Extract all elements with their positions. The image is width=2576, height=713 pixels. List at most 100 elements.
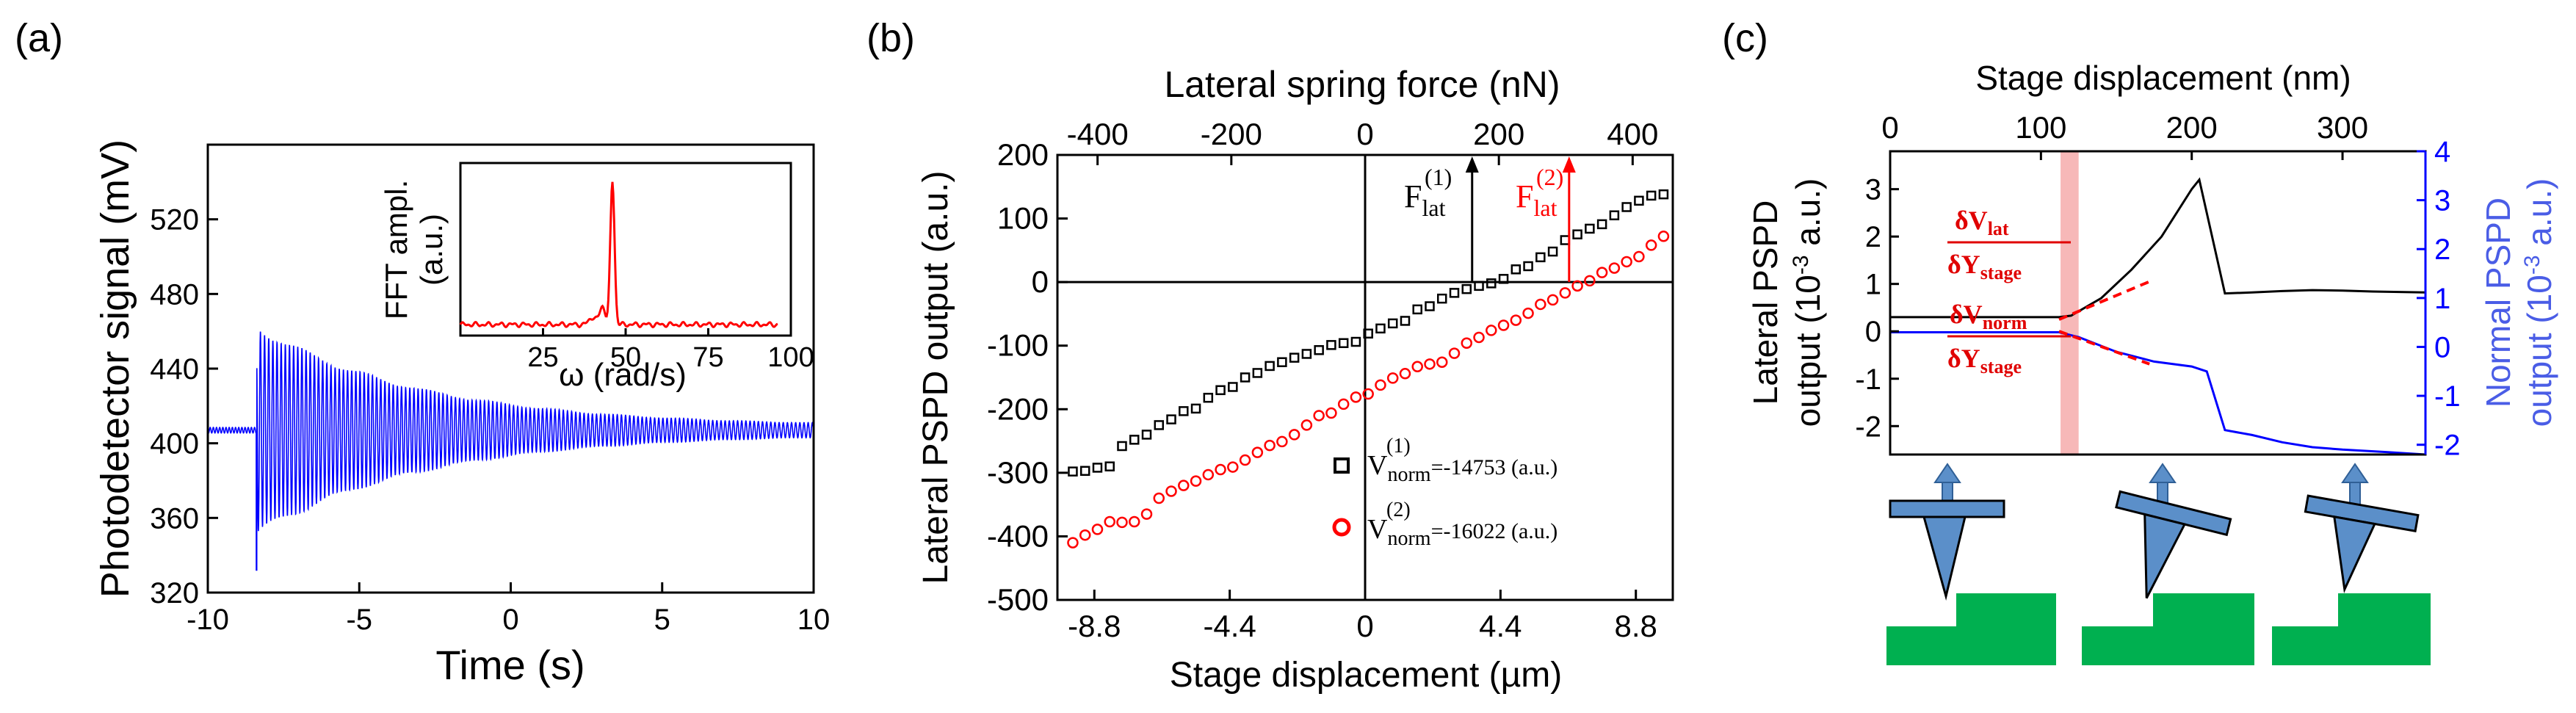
b-point-series-1 — [1314, 345, 1324, 355]
b-point-series-2 — [1202, 468, 1215, 481]
normal-signal-line — [1890, 331, 2426, 456]
b-point-series-1 — [1634, 195, 1644, 206]
b-point-series-1 — [1338, 338, 1349, 349]
b-point-series-1 — [1658, 189, 1669, 200]
b-point-series-2 — [1386, 372, 1399, 384]
b-point-series-1 — [1203, 392, 1214, 403]
sample-step-3 — [2272, 593, 2431, 665]
panel-b-label: (b) — [866, 16, 915, 60]
b-y-tick-label: -500 — [987, 582, 1049, 617]
a-x-tick-label: 5 — [654, 604, 670, 636]
b-point-series-1 — [1363, 328, 1373, 339]
b-point-series-2 — [1300, 419, 1313, 431]
b-point-series-2 — [1190, 475, 1202, 487]
b-point-series-2 — [1288, 429, 1300, 441]
b-y-tick-label: -100 — [987, 328, 1049, 363]
b-point-series-2 — [1165, 485, 1177, 497]
b-y-tick-label: 0 — [1032, 264, 1049, 299]
b-point-series-2 — [1350, 391, 1362, 403]
b-point-series-2 — [1313, 410, 1325, 421]
b-point-series-1 — [1265, 361, 1275, 372]
cantilever-3 — [2304, 494, 2420, 593]
svg-text:δVlat: δVlat — [1955, 206, 2009, 239]
b-point-series-1 — [1326, 340, 1336, 350]
fft-amplitude-line — [459, 181, 778, 329]
a-y-tick-label: 360 — [150, 502, 199, 535]
b-point-series-1 — [1079, 466, 1090, 477]
b-point-series-2 — [1633, 250, 1645, 263]
c-y2-tick-label: 3 — [2434, 185, 2450, 217]
a-x-tick-label: 0 — [502, 604, 518, 636]
b-y-tick-label: -200 — [987, 391, 1049, 426]
b-point-series-1 — [1510, 264, 1522, 275]
a-x-tick-label: 10 — [797, 604, 831, 636]
b-point-series-1 — [1523, 261, 1533, 272]
c-y-axis-label-line2: output (10-3 a.u.) — [1789, 178, 1827, 427]
b-y-tick-label: -300 — [987, 455, 1049, 490]
b-point-series-2 — [1153, 492, 1165, 504]
cantilever-2 — [2115, 490, 2232, 599]
b-point-series-1 — [1437, 293, 1447, 304]
b-point-series-1 — [1141, 430, 1152, 440]
a-y-tick-label: 320 — [150, 577, 199, 609]
panel-a-label: (a) — [15, 16, 63, 60]
b-point-series-1 — [1350, 336, 1361, 347]
b-point-series-2 — [1276, 435, 1288, 448]
slope-highlight-band — [2061, 151, 2079, 455]
b-point-series-1 — [1572, 229, 1582, 239]
legend-series-1-sup: (1) — [1386, 435, 1411, 457]
b-point-series-1 — [1179, 406, 1189, 416]
b-point-series-2 — [1215, 463, 1226, 476]
b-point-series-1 — [1425, 301, 1435, 311]
b-top-x-tick-label: 400 — [1607, 117, 1658, 151]
b-point-series-2 — [1264, 439, 1276, 452]
b-point-series-1 — [1585, 223, 1595, 234]
c-y-tick-label: 1 — [1865, 269, 1881, 301]
panel-b: (b) -8.8 -4.4 0 4.4 8.8 -500 -400 -300 -200 -100 0… — [866, 16, 1674, 695]
a-y-tick-label: 440 — [150, 353, 199, 386]
flat2-label: Flat — [1516, 178, 1557, 221]
b-y-axis-label: Lateral PSPD output (a.u.) — [916, 171, 955, 584]
b-point-series-2 — [1325, 407, 1337, 419]
b-point-series-2 — [1448, 347, 1461, 359]
b-point-series-2 — [1104, 515, 1115, 528]
c-y-axis-label-line1: Lateral PSPD — [1746, 200, 1784, 405]
b-point-series-1 — [1092, 463, 1103, 473]
inset-x-tick-label: 100 — [767, 342, 814, 373]
inset-y-axis-label-line2: (a.u.) — [414, 214, 449, 286]
b-y-tick-label: -400 — [987, 518, 1049, 553]
b-point-series-1 — [1129, 435, 1140, 445]
a-y-tick-label: 480 — [150, 278, 199, 311]
inset-x-tick-label: 50 — [610, 342, 641, 373]
a-x-tick-label: -10 — [187, 604, 229, 636]
c-y2-tick-label: 0 — [2434, 331, 2450, 363]
flat1-arrow-head — [1465, 156, 1479, 173]
c-y-tick-label: -2 — [1855, 410, 1881, 443]
a-x-tick-label: -5 — [346, 604, 372, 636]
flat2-sup: (2) — [1536, 164, 1563, 190]
flat1-sup: (1) — [1425, 164, 1452, 190]
b-point-series-2 — [1424, 358, 1436, 370]
b-point-series-2 — [1436, 356, 1448, 368]
b-point-series-1 — [1301, 349, 1312, 359]
c-top-x-tick-label: 0 — [1881, 110, 1898, 145]
b-y-tick-label: 100 — [997, 201, 1049, 236]
b-point-series-1 — [1449, 288, 1460, 298]
c-y2-axis-label-line2: output (10-3 a.u.) — [2520, 178, 2558, 427]
panel-a: (a) -10 -5 0 5 10 320 360 400 440 480 520 Time (s)… — [15, 16, 830, 688]
b-top-x-tick-label: 0 — [1356, 117, 1373, 151]
b-x-axis-label: Stage displacement (µm) — [1170, 656, 1563, 695]
b-x-tick-label: -8.8 — [1068, 609, 1121, 643]
b-top-x-tick-label: 200 — [1473, 117, 1524, 151]
b-point-series-2 — [1596, 267, 1608, 278]
a-y-axis-label: Photodetector signal (mV) — [93, 140, 137, 598]
lateral-slope-tangent — [2058, 280, 2150, 321]
b-point-series-2 — [1608, 262, 1621, 274]
b-point-series-1 — [1215, 385, 1226, 396]
b-point-series-1 — [1646, 190, 1657, 201]
b-point-series-1 — [1486, 278, 1497, 289]
b-point-series-1 — [1560, 235, 1571, 245]
c-y2-axis-label-line1: Normal PSPD — [2479, 198, 2517, 408]
normal-slope-tangent — [2058, 330, 2150, 366]
